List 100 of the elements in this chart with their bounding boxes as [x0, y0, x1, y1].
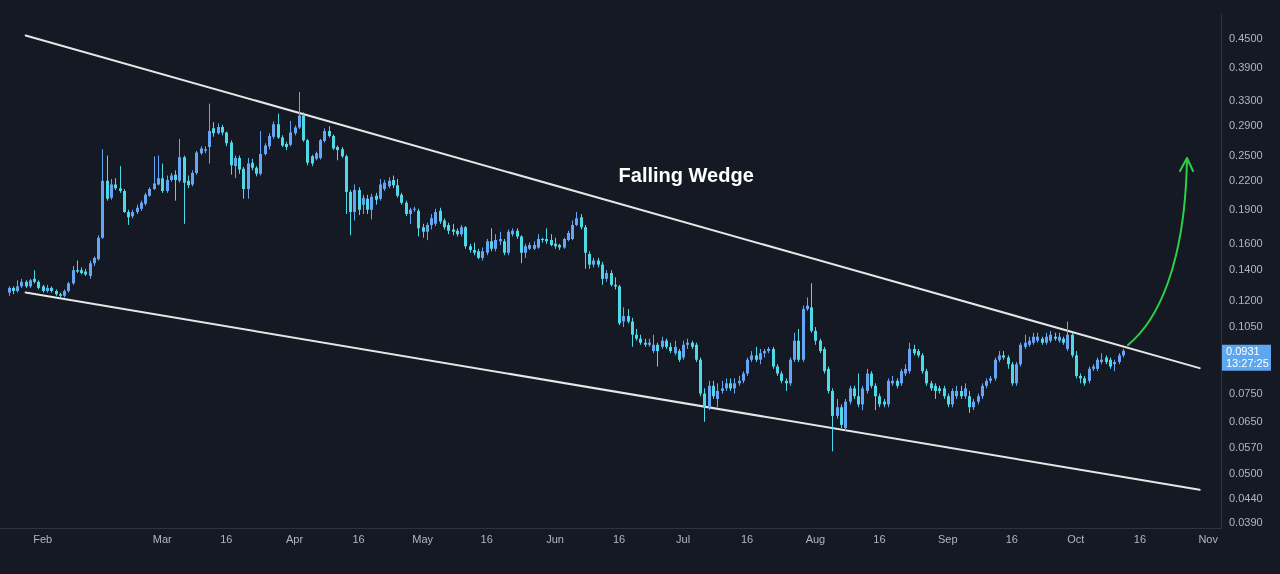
x-tick-label: May [412, 532, 434, 545]
candlestick [157, 155, 160, 186]
candlestick [174, 169, 177, 202]
candlestick [622, 306, 625, 328]
text: 0.0931 [1226, 344, 1260, 357]
candlestick [1075, 350, 1078, 379]
candlestick [417, 208, 420, 238]
candlestick [161, 163, 164, 194]
candlestick [298, 91, 301, 130]
candlestick [89, 260, 92, 280]
y-tick-label: 0.0390 [1229, 515, 1263, 528]
candlestick [490, 227, 493, 252]
x-tick-label: Nov [1198, 532, 1219, 545]
x-tick-label: 16 [352, 532, 365, 545]
candlestick [123, 188, 126, 214]
candlestick [195, 150, 198, 176]
y-tick-label: 0.1050 [1229, 320, 1263, 333]
candlestick [370, 193, 373, 220]
candlestick [994, 357, 997, 382]
candlestick [968, 390, 971, 414]
candlestick [1015, 361, 1018, 387]
candlestick [797, 328, 800, 363]
candlestick [1071, 332, 1074, 359]
candlestick [1066, 320, 1069, 352]
x-tick-label: 16 [220, 532, 233, 545]
candlestick [358, 186, 361, 216]
candlestick [234, 155, 237, 179]
x-tick-label: 16 [1133, 532, 1147, 545]
x-tick-label: 16 [1005, 532, 1018, 545]
candlestick [106, 155, 109, 202]
candlestick [277, 113, 280, 140]
candlestick [695, 342, 698, 363]
y-tick-label: 0.1900 [1229, 202, 1263, 215]
candlestick [571, 220, 574, 241]
x-tick-label: 16 [612, 532, 626, 545]
y-tick-label: 0.4500 [1229, 32, 1263, 45]
candlestick [507, 228, 510, 256]
x-tick-label: Oct [1067, 532, 1085, 545]
annotation: Falling Wedge [618, 164, 754, 187]
y-tick-label: 0.1400 [1229, 263, 1263, 276]
y-tick-label: 0.0440 [1229, 492, 1263, 505]
candlestick [789, 357, 792, 387]
candlestick [306, 138, 309, 166]
candlestick [110, 178, 113, 201]
candlestick [396, 178, 399, 199]
y-tick-label: 0.1200 [1229, 293, 1263, 306]
candlestick [349, 189, 352, 236]
candlestick [951, 387, 954, 408]
y-tick-label: 0.2500 [1229, 148, 1263, 161]
candlestick [810, 282, 813, 334]
candlestick [682, 340, 685, 361]
candlestick [836, 398, 839, 420]
candlestick [708, 380, 711, 411]
candlestick [72, 265, 75, 286]
candlestick [712, 380, 715, 400]
candlestick [652, 334, 655, 354]
candlestick [631, 317, 634, 348]
x-tick-label: Aug [805, 532, 826, 545]
candlestick [861, 385, 864, 411]
x-tick-label: 16 [480, 532, 493, 545]
y-tick-label: 0.2900 [1229, 119, 1263, 132]
x-tick-label: Jun [546, 532, 564, 545]
y-tick-label: 0.0570 [1229, 440, 1263, 453]
candlestick [921, 352, 924, 375]
x-tick-label: Feb [33, 532, 53, 545]
candlestick [908, 342, 911, 375]
x-tick-label: 16 [873, 532, 886, 545]
candlestick [289, 120, 292, 147]
candlestick [366, 194, 369, 215]
candlestick [866, 368, 869, 395]
candlestick [520, 234, 523, 264]
candlestick [746, 357, 749, 377]
candlestick [887, 377, 890, 408]
x-tick-label: Jul [676, 532, 691, 545]
y-tick-label: 0.1600 [1229, 236, 1263, 249]
candlestick [259, 130, 262, 177]
text: 13:27:25 [1226, 356, 1269, 369]
candlestick [1011, 361, 1014, 387]
candlestick [1019, 342, 1022, 368]
x-tick-label: Sep [937, 532, 958, 545]
candlestick [178, 138, 181, 184]
x-tick-label: Mar [152, 532, 173, 545]
candlestick [119, 165, 122, 194]
candlestick [849, 385, 852, 405]
candlestick [857, 373, 860, 408]
candlestick [230, 139, 233, 176]
y-tick-label: 0.0750 [1229, 386, 1263, 399]
candlestick [353, 183, 356, 221]
candlestick [208, 103, 211, 165]
candlestick [716, 382, 719, 408]
candlestick [840, 403, 843, 429]
candlestick [793, 332, 796, 363]
y-tick-label: 0.3300 [1229, 93, 1263, 106]
y-tick-label: 0.3900 [1229, 60, 1263, 73]
candlestick [601, 261, 604, 286]
x-tick-label: Apr [286, 532, 304, 545]
candlestick [703, 387, 706, 423]
y-tick-label: 0.0500 [1229, 466, 1263, 479]
candlestick [238, 155, 241, 175]
candlestick [379, 178, 382, 202]
